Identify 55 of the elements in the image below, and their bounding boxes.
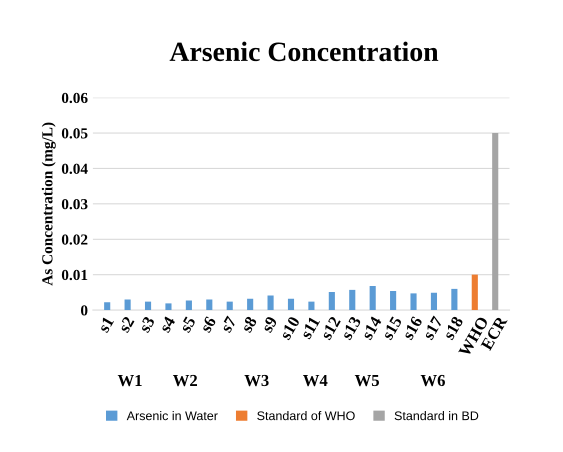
legend-label: Arsenic in Water xyxy=(126,411,218,420)
bar xyxy=(472,274,478,310)
x-tick-label: s12 xyxy=(320,316,341,340)
text: W2 xyxy=(172,374,198,386)
x-tick-label: s13 xyxy=(340,316,362,340)
bar xyxy=(430,292,438,310)
bar xyxy=(144,302,152,310)
text: W4 xyxy=(303,374,328,386)
y-tick-label: 0.03 xyxy=(62,198,88,210)
y-axis-title: As Concentration (mg/L) xyxy=(42,122,56,286)
text: W5 xyxy=(354,375,379,386)
x-tick-label: s15 xyxy=(382,316,402,340)
text: W3 xyxy=(244,374,269,386)
bar xyxy=(492,133,498,310)
text: W1 xyxy=(118,374,142,386)
y-tick-label: 0.01 xyxy=(62,270,88,280)
bar xyxy=(451,288,458,310)
x-tick-label: s3 xyxy=(138,316,156,334)
bar xyxy=(288,298,294,310)
bar xyxy=(165,303,172,310)
bar xyxy=(186,300,192,310)
x-tick-label: s11 xyxy=(300,316,320,340)
bar xyxy=(226,302,233,310)
x-tick-label: s2 xyxy=(118,316,135,334)
x-tick-label: s7 xyxy=(220,316,237,334)
x-tick-label: s14 xyxy=(361,315,382,340)
bar xyxy=(390,290,396,310)
y-tick-label: 0.05 xyxy=(62,128,88,139)
text: W6 xyxy=(420,374,445,386)
bar xyxy=(308,302,314,310)
x-tick-label: s4 xyxy=(158,316,176,334)
x-tick-label: s6 xyxy=(200,316,216,334)
x-tick-label: s8 xyxy=(240,316,258,334)
y-tick-label: 0.04 xyxy=(62,164,88,174)
bar xyxy=(410,293,417,310)
x-tick-label: s16 xyxy=(402,316,423,340)
bar xyxy=(104,302,110,310)
x-tick-label: s1 xyxy=(98,316,114,334)
legend-label: Standard of WHO xyxy=(257,411,355,420)
bar xyxy=(247,298,254,310)
x-tick-label: s10 xyxy=(279,316,300,340)
bar xyxy=(268,296,274,310)
y-tick-label: 0.06 xyxy=(62,92,88,104)
bar xyxy=(124,299,131,310)
bar xyxy=(328,292,335,310)
chart-title: Arsenic Concentration xyxy=(170,42,438,62)
x-tick-label: s5 xyxy=(179,316,196,334)
bar xyxy=(370,286,376,310)
x-tick-label: s17 xyxy=(422,316,444,340)
x-tick-label: s9 xyxy=(261,316,278,334)
y-tick-label: 0.02 xyxy=(62,234,88,245)
bar xyxy=(206,299,212,310)
bar xyxy=(349,290,356,310)
y-tick-label: 0 xyxy=(80,305,88,316)
legend-label: Standard in BD xyxy=(394,411,478,420)
